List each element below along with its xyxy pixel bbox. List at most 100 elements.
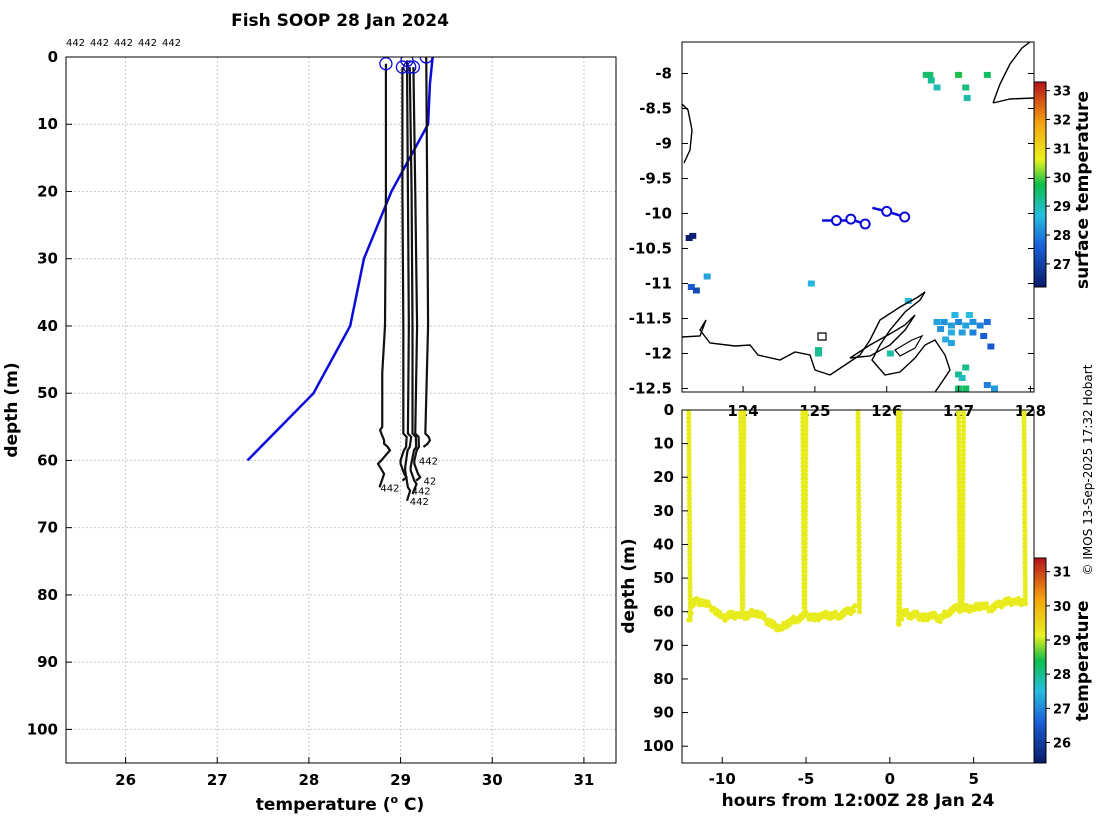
section-data-point [803,455,809,462]
section-data-point [896,471,903,478]
sst-pixel [807,280,815,287]
map-y-tick-label: -8 [655,65,672,83]
section-data-point [741,447,747,453]
section-data-point [1021,484,1028,490]
section-data-point [898,616,905,622]
section-data-point [896,564,902,570]
section-data-point [856,524,862,530]
section-data-point [803,431,809,437]
section-data-point [960,524,966,530]
coastline-west [682,103,693,164]
sst-pixel [942,336,950,343]
map-x-tick-label: 128 [1015,402,1046,420]
sst-pixel [983,71,991,78]
section-data-point [803,411,809,417]
map-y-tick-label: -9.5 [639,170,672,188]
section-data-point [897,435,903,441]
section-data-point [802,524,808,530]
section-y-tick-label: 30 [653,502,674,520]
profile-x-tick-label: 27 [207,771,228,789]
sst-pixel [685,235,693,241]
section-data-point [856,544,862,550]
section-data-point [705,599,711,605]
section-data-point [855,480,862,486]
section-y-axis-label: depth (m) [619,538,639,633]
section-data-point [896,524,902,530]
section-data-point [686,415,692,421]
section-data-point [856,580,862,587]
section-data-point [960,475,966,482]
section-data-point [1021,463,1027,470]
section-data-point [740,508,747,514]
section-data-point [896,584,902,591]
profile-start-marker [379,57,393,71]
profile-y-tick-label: 20 [37,182,58,200]
section-data-point [803,463,809,470]
section-data-point [855,439,861,445]
section-data-point [1021,439,1027,445]
section-data-point [1021,459,1027,466]
section-data-point [855,451,861,457]
section-data-point [687,580,693,587]
section-data-point [1022,512,1028,518]
section-data-point [956,488,962,494]
section-data-point [740,588,746,595]
section-data-point [956,496,962,502]
section-data-point [802,584,808,591]
section-data-point [740,536,746,542]
profile-y-tick-label: 0 [48,48,58,66]
temperature-profile-line [422,57,432,448]
section-data-point [802,512,809,518]
section-data-point [1022,540,1028,546]
section-data-point [740,500,747,506]
map-colorbar-tick-label: 29 [1053,200,1071,215]
profile-start-marker [406,60,421,74]
reference-profile-line [246,57,434,462]
profile-top-labels: 442 442 442 442 442 [66,38,181,49]
section-data-point [686,484,692,490]
section-data-point [1018,602,1024,608]
section-colorbar-tick-label: 31 [1053,566,1071,581]
section-data-point [856,548,862,554]
section-data-point [686,480,692,486]
section-data-point [959,576,966,583]
section-data-point [802,500,809,506]
station-marker [830,215,842,226]
section-data-point [896,556,902,562]
section-data-point [1022,601,1028,607]
section-data-point [740,516,746,522]
section-x-axis-label: hours from 12:00Z 28 Jan 24 [722,791,995,811]
section-data-point [802,540,808,546]
section-data-point [803,467,809,474]
section-data-point [740,601,746,607]
sst-pixel [958,329,966,336]
section-data-point [897,423,903,429]
sst-pixel [947,322,955,329]
section-data-point [960,423,967,429]
section-data-point [707,603,713,609]
section-data-point [803,435,809,441]
section-data-point [686,504,693,510]
section-data-point [896,572,902,579]
profile-y-tick-label: 10 [37,115,58,133]
map-colorbar-tick-label: 27 [1053,258,1071,273]
section-data-point [1022,524,1028,530]
section-data-point [1022,548,1028,554]
section-data-point [856,556,862,562]
profile-y-tick-label: 40 [37,317,58,335]
section-data-point [686,435,692,441]
section-data-point [1021,475,1028,482]
section-data-point [855,431,861,437]
map-colorbar-tick-label: 31 [1053,142,1071,157]
sst-pixel [687,284,695,290]
section-data-point [740,584,746,591]
section-data-point [687,584,693,591]
sst-pixel [922,71,930,78]
section-data-point [802,508,809,514]
section-data-point [896,459,903,466]
section-y-tick-label: 50 [653,569,674,587]
section-data-point [687,556,693,562]
section-data-point [960,415,967,421]
section-data-point [687,544,693,550]
sst-pixel [955,71,963,78]
